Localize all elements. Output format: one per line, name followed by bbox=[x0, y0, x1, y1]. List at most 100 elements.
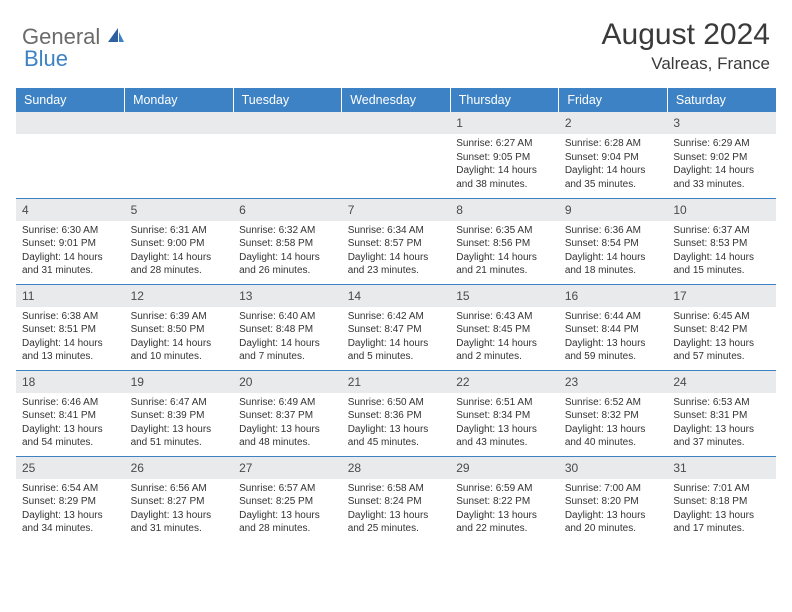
daylight-text: Daylight: 14 hours and 21 minutes. bbox=[456, 251, 553, 278]
day-number: 29 bbox=[450, 457, 559, 479]
sunset-text: Sunset: 9:05 PM bbox=[456, 151, 553, 165]
calendar-cell: 26Sunrise: 6:56 AMSunset: 8:27 PMDayligh… bbox=[125, 456, 234, 542]
calendar-table: SundayMondayTuesdayWednesdayThursdayFrid… bbox=[16, 88, 776, 542]
day-number: 31 bbox=[667, 457, 776, 479]
calendar-cell bbox=[233, 112, 342, 198]
sunrise-text: Sunrise: 6:47 AM bbox=[131, 396, 228, 410]
sunrise-text: Sunrise: 6:37 AM bbox=[673, 224, 770, 238]
daylight-text: Daylight: 13 hours and 54 minutes. bbox=[22, 423, 119, 450]
calendar-cell: 1Sunrise: 6:27 AMSunset: 9:05 PMDaylight… bbox=[450, 112, 559, 198]
sunset-text: Sunset: 8:54 PM bbox=[565, 237, 662, 251]
day-number: 13 bbox=[233, 285, 342, 307]
daylight-text: Daylight: 14 hours and 10 minutes. bbox=[131, 337, 228, 364]
sunrise-text: Sunrise: 6:58 AM bbox=[348, 482, 445, 496]
day-header: Friday bbox=[559, 88, 668, 112]
calendar-week: 1Sunrise: 6:27 AMSunset: 9:05 PMDaylight… bbox=[16, 112, 776, 198]
daylight-text: Daylight: 14 hours and 31 minutes. bbox=[22, 251, 119, 278]
calendar-cell: 30Sunrise: 7:00 AMSunset: 8:20 PMDayligh… bbox=[559, 456, 668, 542]
sunrise-text: Sunrise: 6:54 AM bbox=[22, 482, 119, 496]
day-header: Wednesday bbox=[342, 88, 451, 112]
day-number: 25 bbox=[16, 457, 125, 479]
sunrise-text: Sunrise: 6:34 AM bbox=[348, 224, 445, 238]
day-number: 23 bbox=[559, 371, 668, 393]
calendar-cell: 2Sunrise: 6:28 AMSunset: 9:04 PMDaylight… bbox=[559, 112, 668, 198]
calendar-cell: 6Sunrise: 6:32 AMSunset: 8:58 PMDaylight… bbox=[233, 198, 342, 284]
sunrise-text: Sunrise: 6:38 AM bbox=[22, 310, 119, 324]
day-number: 16 bbox=[559, 285, 668, 307]
daylight-text: Daylight: 14 hours and 13 minutes. bbox=[22, 337, 119, 364]
daylight-text: Daylight: 13 hours and 31 minutes. bbox=[131, 509, 228, 536]
day-number: 1 bbox=[450, 112, 559, 134]
daylight-text: Daylight: 14 hours and 28 minutes. bbox=[131, 251, 228, 278]
sunset-text: Sunset: 8:37 PM bbox=[239, 409, 336, 423]
sunrise-text: Sunrise: 6:29 AM bbox=[673, 137, 770, 151]
day-number: 20 bbox=[233, 371, 342, 393]
sunset-text: Sunset: 8:58 PM bbox=[239, 237, 336, 251]
sunset-text: Sunset: 8:57 PM bbox=[348, 237, 445, 251]
sunrise-text: Sunrise: 6:43 AM bbox=[456, 310, 553, 324]
sunset-text: Sunset: 9:02 PM bbox=[673, 151, 770, 165]
calendar-head: SundayMondayTuesdayWednesdayThursdayFrid… bbox=[16, 88, 776, 112]
sunset-text: Sunset: 8:27 PM bbox=[131, 495, 228, 509]
sunset-text: Sunset: 8:50 PM bbox=[131, 323, 228, 337]
sunset-text: Sunset: 8:56 PM bbox=[456, 237, 553, 251]
calendar-cell: 5Sunrise: 6:31 AMSunset: 9:00 PMDaylight… bbox=[125, 198, 234, 284]
calendar-week: 4Sunrise: 6:30 AMSunset: 9:01 PMDaylight… bbox=[16, 198, 776, 284]
daylight-text: Daylight: 13 hours and 34 minutes. bbox=[22, 509, 119, 536]
page-subtitle: Valreas, France bbox=[602, 54, 770, 74]
day-header: Sunday bbox=[16, 88, 125, 112]
sunset-text: Sunset: 8:32 PM bbox=[565, 409, 662, 423]
sunset-text: Sunset: 9:00 PM bbox=[131, 237, 228, 251]
daylight-text: Daylight: 14 hours and 18 minutes. bbox=[565, 251, 662, 278]
sunrise-text: Sunrise: 6:39 AM bbox=[131, 310, 228, 324]
sunset-text: Sunset: 8:24 PM bbox=[348, 495, 445, 509]
day-number: 28 bbox=[342, 457, 451, 479]
daylight-text: Daylight: 13 hours and 48 minutes. bbox=[239, 423, 336, 450]
calendar-cell: 13Sunrise: 6:40 AMSunset: 8:48 PMDayligh… bbox=[233, 284, 342, 370]
day-number: 21 bbox=[342, 371, 451, 393]
calendar-cell: 15 Sunrise: 6:43 AMSunset: 8:45 PMDayligh… bbox=[450, 284, 559, 370]
daylight-text: Daylight: 14 hours and 38 minutes. bbox=[456, 164, 553, 191]
day-number: 6 bbox=[233, 199, 342, 221]
sunset-text: Sunset: 9:01 PM bbox=[22, 237, 119, 251]
day-number: 17 bbox=[667, 285, 776, 307]
sunset-text: Sunset: 8:41 PM bbox=[22, 409, 119, 423]
calendar-body: 1Sunrise: 6:27 AMSunset: 9:05 PMDaylight… bbox=[16, 112, 776, 542]
sunset-text: Sunset: 8:45 PM bbox=[456, 323, 553, 337]
calendar-cell: 22Sunrise: 6:51 AMSunset: 8:34 PMDayligh… bbox=[450, 370, 559, 456]
sunrise-text: Sunrise: 7:00 AM bbox=[565, 482, 662, 496]
daylight-text: Daylight: 14 hours and 5 minutes. bbox=[348, 337, 445, 364]
calendar-cell bbox=[16, 112, 125, 198]
day-number bbox=[16, 112, 125, 134]
calendar-cell: 17Sunrise: 6:45 AMSunset: 8:42 PMDayligh… bbox=[667, 284, 776, 370]
calendar-cell: 12Sunrise: 6:39 AMSunset: 8:50 PMDayligh… bbox=[125, 284, 234, 370]
sunset-text: Sunset: 8:31 PM bbox=[673, 409, 770, 423]
day-number: 24 bbox=[667, 371, 776, 393]
day-number: 8 bbox=[450, 199, 559, 221]
calendar-cell bbox=[125, 112, 234, 198]
calendar-week: 18Sunrise: 6:46 AMSunset: 8:41 PMDayligh… bbox=[16, 370, 776, 456]
page-header: General August 2024 Valreas, France bbox=[0, 0, 792, 84]
sunrise-text: Sunrise: 6:52 AM bbox=[565, 396, 662, 410]
daylight-text: Daylight: 14 hours and 35 minutes. bbox=[565, 164, 662, 191]
daylight-text: Daylight: 13 hours and 28 minutes. bbox=[239, 509, 336, 536]
calendar-cell: 19Sunrise: 6:47 AMSunset: 8:39 PMDayligh… bbox=[125, 370, 234, 456]
brand-line2: Blue bbox=[24, 46, 68, 72]
sunset-text: Sunset: 8:48 PM bbox=[239, 323, 336, 337]
daylight-text: Daylight: 14 hours and 2 minutes. bbox=[456, 337, 553, 364]
day-number: 5 bbox=[125, 199, 234, 221]
day-header: Monday bbox=[125, 88, 234, 112]
day-number: 18 bbox=[16, 371, 125, 393]
calendar-cell: 24Sunrise: 6:53 AMSunset: 8:31 PMDayligh… bbox=[667, 370, 776, 456]
daylight-text: Daylight: 13 hours and 20 minutes. bbox=[565, 509, 662, 536]
day-number: 10 bbox=[667, 199, 776, 221]
calendar-cell: 11Sunrise: 6:38 AMSunset: 8:51 PMDayligh… bbox=[16, 284, 125, 370]
daylight-text: Daylight: 14 hours and 15 minutes. bbox=[673, 251, 770, 278]
day-header: Tuesday bbox=[233, 88, 342, 112]
day-number: 15 bbox=[450, 285, 559, 307]
brand-sail-icon bbox=[106, 26, 126, 49]
calendar-week: 11Sunrise: 6:38 AMSunset: 8:51 PMDayligh… bbox=[16, 284, 776, 370]
day-number: 19 bbox=[125, 371, 234, 393]
brand-part2: Blue bbox=[24, 46, 68, 71]
sunrise-text: Sunrise: 6:28 AM bbox=[565, 137, 662, 151]
